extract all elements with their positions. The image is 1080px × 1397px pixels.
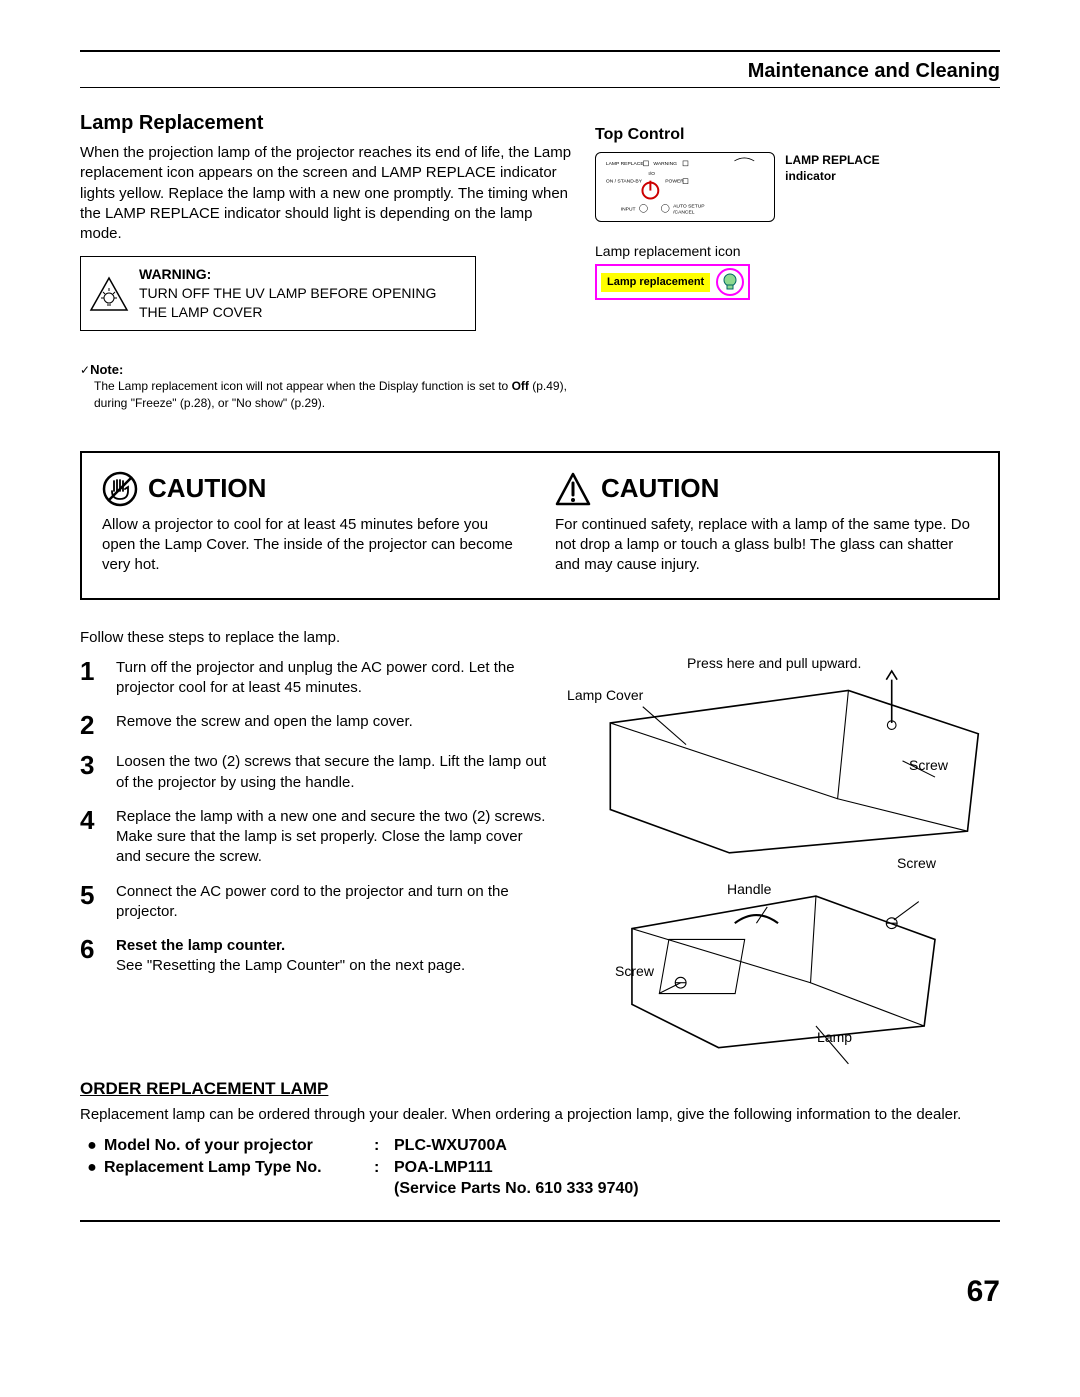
step6-body: See "Resetting the Lamp Counter" on the …	[116, 957, 465, 974]
warning-box: WARNING: TURN OFF THE UV LAMP BEFORE OPE…	[80, 256, 476, 331]
order-title: ORDER REPLACEMENT LAMP	[80, 1078, 1000, 1101]
order-lamp-value: POA-LMP111	[394, 1157, 493, 1179]
caution-word-left: CAUTION	[148, 471, 266, 506]
diag-screw-label-1: Screw	[909, 756, 948, 775]
diag-lampcover-label: Lamp Cover	[567, 686, 643, 705]
lamp-icon-text: Lamp replacement	[601, 273, 710, 292]
diag-handle-label: Handle	[727, 880, 771, 899]
note-bold: Off	[512, 379, 529, 393]
bullet-icon: ●	[80, 1135, 104, 1157]
note-part1: The Lamp replacement icon will not appea…	[94, 379, 512, 393]
tc-io-text: I/O	[648, 170, 655, 176]
step-body: Turn off the projector and unplug the AC…	[116, 658, 549, 699]
lamp-diagram: Press here and pull upward. Lamp Cover S…	[567, 658, 1000, 1048]
subsection-title: Lamp Replacement	[80, 110, 575, 137]
tc-autosetup-text: AUTO SETUP	[673, 203, 705, 209]
lamp-replacement-icon: Lamp replacement	[595, 264, 750, 300]
step-5: 5 Connect the AC power cord to the proje…	[80, 882, 549, 923]
order-lamp-label: Replacement Lamp Type No.	[104, 1157, 374, 1179]
section-header: Maintenance and Cleaning	[80, 58, 1000, 88]
intro-right: Top Control LAMP REPLACE WARNING I/O ON …	[595, 96, 1000, 411]
bulb-icon	[716, 268, 744, 296]
step-2: 2 Remove the screw and open the lamp cov…	[80, 712, 549, 738]
order-model-label: Model No. of your projector	[104, 1135, 374, 1157]
no-touch-icon	[102, 471, 138, 507]
order-service-parts: (Service Parts No. 610 333 9740)	[394, 1178, 639, 1200]
tc-lamp-replace-text: LAMP REPLACE	[606, 160, 644, 166]
top-control-title: Top Control	[595, 124, 1000, 146]
diag-screw-label-3: Screw	[615, 962, 654, 981]
step-4: 4 Replace the lamp with a new one and se…	[80, 807, 549, 868]
caution-right: CAUTION For continued safety, replace wi…	[555, 471, 978, 576]
caution-text-right: For continued safety, replace with a lam…	[555, 515, 978, 576]
step-num: 6	[80, 936, 102, 977]
note-label: Note:	[90, 362, 123, 377]
diagram-col: Press here and pull upward. Lamp Cover S…	[567, 658, 1000, 1048]
uv-lamp-icon	[89, 276, 129, 312]
step-num: 3	[80, 752, 102, 793]
step-body: Remove the screw and open the lamp cover…	[116, 712, 413, 738]
note-body: The Lamp replacement icon will not appea…	[80, 378, 575, 410]
step-num: 5	[80, 882, 102, 923]
diag-screw-label-2: Screw	[897, 854, 936, 873]
tc-input-text: INPUT	[621, 206, 636, 212]
lamp-replace-indicator-label: LAMP REPLACE indicator	[785, 152, 905, 184]
top-rule	[80, 50, 1000, 52]
warning-body: TURN OFF THE UV LAMP BEFORE OPENING THE …	[139, 285, 436, 320]
intro-left: Lamp Replacement When the projection lam…	[80, 96, 575, 411]
bottom-rule	[80, 1220, 1000, 1222]
diag-lamp-label: Lamp	[817, 1028, 852, 1047]
steps-row: 1 Turn off the projector and unplug the …	[80, 658, 1000, 1048]
order-row-model: ● Model No. of your projector : PLC-WXU7…	[80, 1135, 1000, 1157]
checkmark-icon: ✓	[80, 363, 90, 377]
caution-word-right: CAUTION	[601, 471, 719, 506]
order-list: ● Model No. of your projector : PLC-WXU7…	[80, 1135, 1000, 1200]
warning-label: WARNING:	[139, 266, 211, 282]
step-num: 2	[80, 712, 102, 738]
steps-intro: Follow these steps to replace the lamp.	[80, 628, 1000, 648]
caution-left: CAUTION Allow a projector to cool for at…	[102, 471, 525, 576]
step-num: 4	[80, 807, 102, 868]
tc-standby-text: ON / STAND-BY	[606, 178, 643, 184]
order-row-lamp: ● Replacement Lamp Type No. : POA-LMP111	[80, 1157, 1000, 1179]
step-3: 3 Loosen the two (2) screws that secure …	[80, 752, 549, 793]
warning-text: WARNING: TURN OFF THE UV LAMP BEFORE OPE…	[139, 265, 465, 322]
lamp-icon-caption: Lamp replacement icon	[595, 242, 1000, 261]
top-control-panel: LAMP REPLACE WARNING I/O ON / STAND-BY P…	[595, 152, 775, 222]
step-body: Reset the lamp counter. See "Resetting t…	[116, 936, 465, 977]
steps-list: 1 Turn off the projector and unplug the …	[80, 658, 549, 1048]
caution-text-left: Allow a projector to cool for at least 4…	[102, 515, 525, 576]
step-body: Loosen the two (2) screws that secure th…	[116, 752, 549, 793]
tc-cancel-text: /CANCEL	[673, 209, 695, 215]
order-intro: Replacement lamp can be ordered through …	[80, 1105, 1000, 1125]
intro-row: Lamp Replacement When the projection lam…	[80, 96, 1000, 411]
order-row-service: (Service Parts No. 610 333 9740)	[80, 1178, 1000, 1200]
note-block: ✓Note: The Lamp replacement icon will no…	[80, 361, 575, 411]
intro-text: When the projection lamp of the projecto…	[80, 143, 575, 244]
diag-press-label: Press here and pull upward.	[687, 654, 861, 673]
tc-warning-text: WARNING	[653, 160, 677, 166]
step-6: 6 Reset the lamp counter. See "Resetting…	[80, 936, 549, 977]
tc-power-text: POWER	[665, 178, 684, 184]
step-body: Connect the AC power cord to the project…	[116, 882, 549, 923]
warning-triangle-icon	[555, 471, 591, 507]
step-body: Replace the lamp with a new one and secu…	[116, 807, 549, 868]
bullet-icon: ●	[80, 1157, 104, 1179]
caution-frame: CAUTION Allow a projector to cool for at…	[80, 451, 1000, 600]
page-number: 67	[80, 1272, 1000, 1313]
step-num: 1	[80, 658, 102, 699]
step6-bold: Reset the lamp counter.	[116, 937, 285, 954]
step-1: 1 Turn off the projector and unplug the …	[80, 658, 549, 699]
order-model-value: PLC-WXU700A	[394, 1135, 507, 1157]
